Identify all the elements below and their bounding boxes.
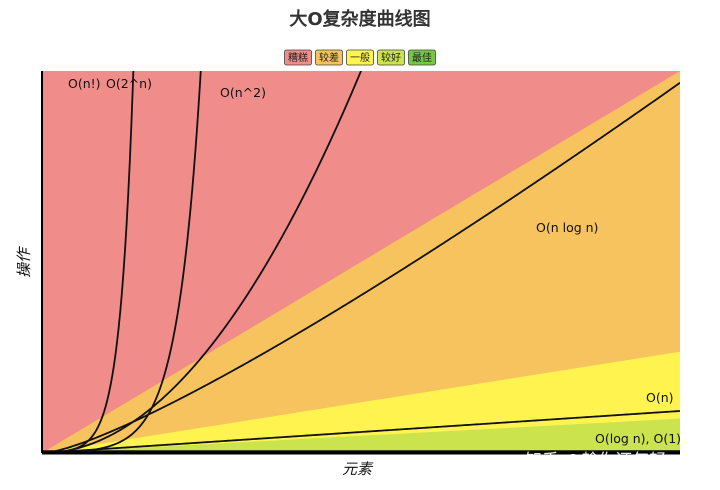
x-axis-label: 元素	[342, 460, 374, 478]
legend-label: 最佳	[412, 51, 432, 64]
legend-swatch	[346, 49, 374, 66]
legend-item-4: 最佳	[408, 49, 436, 66]
legend-item-2: 一般	[346, 49, 374, 66]
plot-curves	[42, 71, 680, 453]
legend-label: 一般	[350, 51, 370, 64]
legend-label: 糟糕	[288, 51, 308, 64]
series-label-1: O(n)	[646, 390, 674, 405]
series-line-4	[42, 71, 202, 453]
y-axis-label: 操作	[15, 246, 33, 278]
series-line-1	[42, 410, 680, 453]
legend-swatch	[377, 49, 405, 66]
legend-label: 较好	[381, 51, 401, 64]
region-3	[42, 418, 680, 453]
legend-item-1: 较差	[315, 49, 343, 66]
legend-swatch	[284, 49, 312, 66]
series-line-3	[42, 71, 362, 453]
legend-item-3: 较好	[377, 49, 405, 66]
series-label-4: O(2^n)	[106, 76, 152, 91]
axes	[41, 71, 680, 455]
legend-item-0: 糟糕	[284, 49, 312, 66]
legend-swatch	[315, 49, 343, 66]
legend-label: 较差	[319, 51, 339, 64]
series-label-5: O(n!)	[68, 76, 101, 91]
curve-labels: O(log n), O(1) O(n) O(n log n) O(n^2) O(2^n)…	[68, 76, 681, 446]
series-label-3: O(n^2)	[220, 85, 266, 100]
watermark: 知乎 @趁你还年轻	[525, 451, 666, 471]
series-label-2: O(n log n)	[536, 220, 598, 235]
legend: 糟糕 较差 一般 较好 最佳	[284, 49, 436, 66]
chart-title: 大O复杂度曲线图	[289, 8, 430, 30]
plot-regions	[42, 71, 680, 453]
legend-swatch	[408, 49, 436, 66]
series-label-0: O(log n), O(1)	[595, 431, 681, 446]
